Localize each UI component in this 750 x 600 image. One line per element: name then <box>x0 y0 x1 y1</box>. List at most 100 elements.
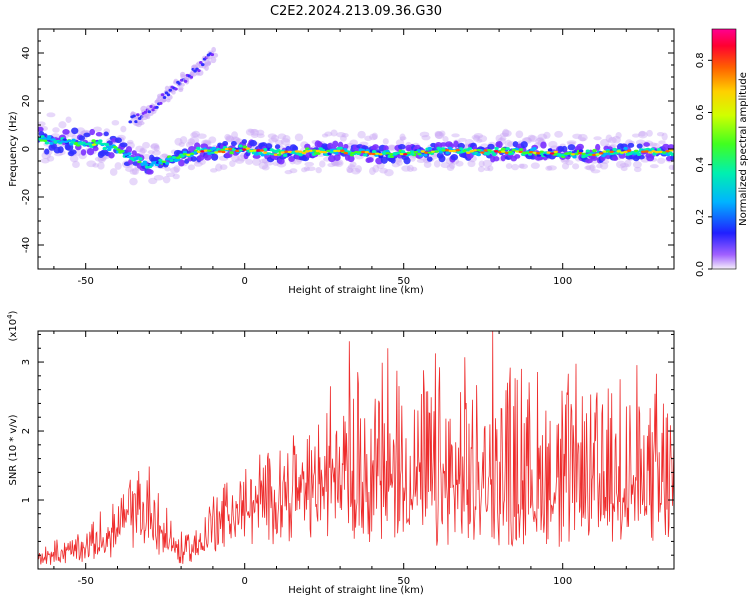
spectrogram-cell <box>70 141 76 144</box>
spectrogram-cell <box>598 152 604 155</box>
spectrogram-cell <box>119 150 125 153</box>
spectrogram-cell <box>200 150 205 153</box>
spectrogram-cell <box>347 164 356 170</box>
spectrogram-cell <box>107 147 112 152</box>
spectrogram-cell <box>60 140 65 143</box>
spectrogram-cell <box>150 144 159 149</box>
spectrogram-cell <box>161 160 167 163</box>
spectrogram-cell <box>132 114 136 118</box>
spectrogram-cell <box>623 150 628 154</box>
spectrogram-cell <box>109 146 114 149</box>
spectrogram-cell <box>644 150 649 153</box>
spectrogram-cell <box>89 128 96 136</box>
spectrogram-cell <box>501 129 512 137</box>
spectrogram-cell <box>165 172 176 178</box>
spectrogram-cell <box>280 151 286 154</box>
spectrogram-cell <box>224 147 230 151</box>
spectrogram-cell <box>646 129 653 137</box>
spectrogram-cell <box>231 154 240 162</box>
spectrogram-cell <box>567 144 576 151</box>
spectrogram-cell <box>231 131 238 139</box>
spectrogram-cell <box>196 133 207 139</box>
spectrogram-cell <box>357 130 366 139</box>
spectrogram-cell <box>102 142 107 146</box>
spectrogram-cell <box>211 46 217 53</box>
snr-scale-label: (x104) <box>6 310 19 341</box>
spectrogram-cell <box>457 142 465 150</box>
spectrogram-cell <box>221 150 226 154</box>
spectrogram-cell <box>648 142 658 147</box>
snr-ticks: -50 0 50 100 1 2 3 <box>21 331 674 587</box>
spectrogram-cell <box>612 152 618 155</box>
spectrogram-cell <box>217 150 223 153</box>
spectrogram-cell <box>511 163 519 171</box>
spectrogram-cell <box>191 130 200 138</box>
spectrogram-cell <box>495 134 503 142</box>
spectrogram-cell <box>347 154 355 163</box>
spectrogram-cell <box>595 143 601 151</box>
spectrogram-cell <box>259 149 265 152</box>
y-tick-label: 0 <box>21 146 32 152</box>
spectrogram-cell <box>224 133 231 141</box>
spectrogram-cell <box>401 165 411 172</box>
spectrogram-cell <box>92 163 99 168</box>
x-tick-label: 50 <box>397 276 410 287</box>
spectrogram-cell <box>343 151 349 155</box>
spectrogram-cell <box>38 137 41 141</box>
spectrogram-cell <box>277 133 287 140</box>
spectrogram-cell <box>292 145 299 152</box>
spectrogram-cell <box>504 151 509 154</box>
spectrogram-cell <box>505 147 510 151</box>
spectrogram-cell <box>233 137 240 142</box>
spectrogram-cell <box>153 145 160 152</box>
spectrogram-cell <box>520 141 528 149</box>
spectrogram-cell <box>133 157 139 161</box>
spectrogram-cell <box>131 167 139 176</box>
spectrogram-cell <box>505 163 513 169</box>
spectrogram-cell <box>343 143 349 150</box>
spectrogram-cell <box>263 161 274 166</box>
spectrogram-cell <box>331 161 340 167</box>
spectrogram-cell <box>588 153 593 156</box>
spectrogram-cell <box>39 139 44 142</box>
spectrogram-cell <box>442 136 449 143</box>
spectrogram-cell <box>336 149 342 153</box>
spectrogram-cell <box>514 154 521 159</box>
spectrogram-cell <box>326 149 331 153</box>
spectrogram-cell <box>455 160 464 167</box>
spectrogram-cell <box>46 155 55 162</box>
spectrogram-cell <box>338 146 343 150</box>
spectrogram-cell <box>508 150 513 154</box>
spectrogram-cell <box>482 159 493 168</box>
spectrogram-cell <box>301 167 308 173</box>
spectrogram-cell <box>547 148 553 152</box>
spectrogram-cell <box>396 151 401 155</box>
colorbar: 0.0 0.2 0.4 0.6 0.8 Normalized spectral ampl… <box>695 28 749 277</box>
x-tick-label: 100 <box>553 576 572 587</box>
spectrogram-cell <box>363 153 368 157</box>
spectrogram-cell <box>656 131 665 137</box>
spectrogram-cell <box>63 140 69 143</box>
spectrogram-cell <box>590 156 599 161</box>
spectrogram-cell <box>473 132 484 139</box>
spectrogram-cell <box>467 160 476 168</box>
spectrogram-cell <box>179 153 184 156</box>
spectrogram-cell <box>403 157 411 165</box>
spectrogram-cell <box>519 163 529 170</box>
spectrogram-cell <box>143 153 151 160</box>
spectrogram-cell <box>154 163 160 167</box>
spectrogram-cell <box>466 151 471 155</box>
spectrogram-cell <box>446 163 455 172</box>
spectrogram-cell <box>69 154 79 163</box>
spectrogram-cell <box>207 149 212 152</box>
spectrogram-cell <box>91 139 96 143</box>
spectrogram-cell <box>527 134 536 142</box>
spectrogram-cell <box>148 177 158 185</box>
spectrogram-cell <box>315 149 321 153</box>
spectrogram-cell <box>249 149 254 153</box>
spectrogram-cell <box>183 79 188 83</box>
spectrogram-cell <box>585 164 595 171</box>
spectrogram-cell <box>592 148 597 153</box>
spectrogram-cell <box>78 135 86 141</box>
